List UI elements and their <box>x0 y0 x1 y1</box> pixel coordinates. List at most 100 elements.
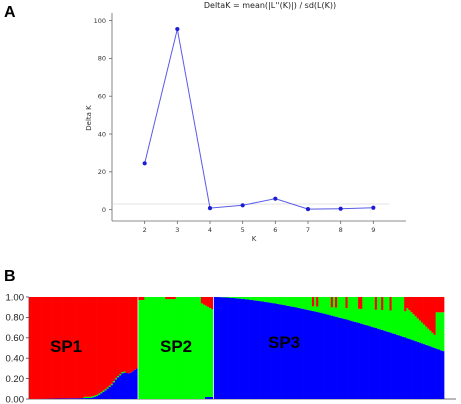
structure-bar-blue <box>406 338 409 399</box>
delta-k-y-tick-label: 40 <box>98 130 106 138</box>
delta-k-y-tick-label: 80 <box>98 55 106 63</box>
structure-bar-green <box>93 395 97 397</box>
structure-bar-blue <box>431 347 434 399</box>
structure-bar-green <box>83 396 86 399</box>
structure-bar-red <box>311 297 315 307</box>
structure-bar-green <box>379 297 382 330</box>
structure-bar-blue <box>370 326 374 399</box>
structure-bar-blue <box>423 344 426 399</box>
structure-bar-green <box>410 312 413 340</box>
structure-bar-red <box>173 297 177 300</box>
structure-bar-red <box>60 297 63 399</box>
structure-bar-red <box>335 297 338 308</box>
structure-bar-blue <box>441 351 445 399</box>
structure-bar-red <box>102 297 105 391</box>
structure-bar-red <box>209 297 212 309</box>
structure-y-tick-label: 0.60 <box>6 333 25 344</box>
structure-bar-blue <box>376 328 380 399</box>
structure-bar-blue <box>328 315 332 399</box>
structure-bar-red <box>345 297 348 309</box>
delta-k-x-tick-label: 8 <box>339 226 343 234</box>
structure-bar-green <box>186 297 189 399</box>
panel-label-b: B <box>4 268 16 285</box>
structure-bar-red <box>360 297 363 309</box>
structure-bar-red <box>83 297 86 397</box>
structure-bar-red <box>47 297 51 399</box>
structure-bar-blue <box>70 398 74 399</box>
structure-bar-red <box>404 297 407 312</box>
structure-y-tick-label: 1.00 <box>6 292 25 303</box>
structure-bar-green <box>148 297 151 399</box>
structure-bar-blue <box>343 318 346 399</box>
delta-k-point <box>142 161 147 166</box>
structure-bar-blue <box>125 373 128 399</box>
structure-bar-blue <box>439 350 443 399</box>
structure-bar-blue <box>85 398 89 399</box>
structure-bar-green <box>385 297 388 332</box>
structure-bar-blue <box>133 369 137 399</box>
structure-bar-green <box>238 297 242 299</box>
structure-bar-green <box>423 324 426 345</box>
structure-bar-blue <box>309 310 313 399</box>
structure-bar-green <box>156 297 160 399</box>
structure-bar-green <box>257 297 260 301</box>
structure-bar-green <box>209 308 212 397</box>
structure-bar-blue <box>100 393 103 399</box>
structure-bar-blue <box>402 336 405 399</box>
structure-bar-red <box>137 297 141 301</box>
structure-bar-blue <box>293 307 296 399</box>
structure-bar-blue <box>77 398 80 399</box>
delta-k-x-tick-label: 2 <box>143 226 147 234</box>
structure-bar-green <box>255 297 258 301</box>
structure-bar-blue <box>276 303 279 399</box>
structure-bar-red <box>381 297 384 311</box>
cluster-label-sp2: SP2 <box>160 337 192 356</box>
structure-bar-green <box>179 297 183 399</box>
structure-bar-green <box>263 297 267 302</box>
structure-bar-blue <box>119 375 122 399</box>
structure-bar-blue <box>62 398 65 399</box>
structure-bar-green <box>200 303 204 399</box>
structure-bar-green <box>142 300 145 399</box>
structure-bar-red <box>127 297 130 374</box>
structure-bar-blue <box>96 396 99 399</box>
structure-bar-blue <box>234 298 237 399</box>
structure-bar-red <box>68 297 72 399</box>
structure-bar-green <box>261 297 265 302</box>
structure-bar-green <box>190 297 193 399</box>
structure-bar-blue <box>68 398 72 399</box>
structure-bar-red <box>358 297 361 309</box>
structure-bar-green <box>267 297 271 303</box>
delta-k-point <box>371 205 376 210</box>
structure-bar-red <box>316 297 319 307</box>
structure-bar-green <box>389 310 392 333</box>
structure-bar-red <box>85 297 89 397</box>
structure-bar-green <box>104 389 107 391</box>
structure-bar-red <box>200 297 204 304</box>
structure-bar-green <box>366 297 369 326</box>
structure-bar-blue <box>129 372 133 399</box>
structure-bar-green <box>320 297 323 314</box>
structure-bar-blue <box>238 298 242 399</box>
structure-bar-green <box>311 306 315 312</box>
structure-bar-red <box>93 297 97 396</box>
panel-label-a: A <box>4 4 16 21</box>
structure-bar-blue <box>389 332 392 399</box>
structure-bar-blue <box>81 398 84 399</box>
structure-bar-blue <box>259 301 263 399</box>
delta-k-title: DeltaK = mean(|L''(K)|) / sd(L(K)) <box>204 1 336 10</box>
structure-bar-red <box>49 297 53 399</box>
structure-bar-green <box>114 378 118 380</box>
structure-bar-red <box>408 297 411 311</box>
structure-bar-blue <box>83 398 86 399</box>
structure-bar-red <box>75 297 78 399</box>
structure-bar-blue <box>358 323 361 399</box>
structure-bar-green <box>280 297 283 305</box>
structure-bar-blue <box>420 343 424 399</box>
structure-bar-red <box>439 297 443 313</box>
structure-bar-green <box>286 297 290 306</box>
structure-bar-green <box>360 308 363 324</box>
structure-bar-blue <box>387 331 390 399</box>
cluster-label-sp3: SP3 <box>268 333 300 352</box>
structure-bar-blue <box>379 329 382 399</box>
